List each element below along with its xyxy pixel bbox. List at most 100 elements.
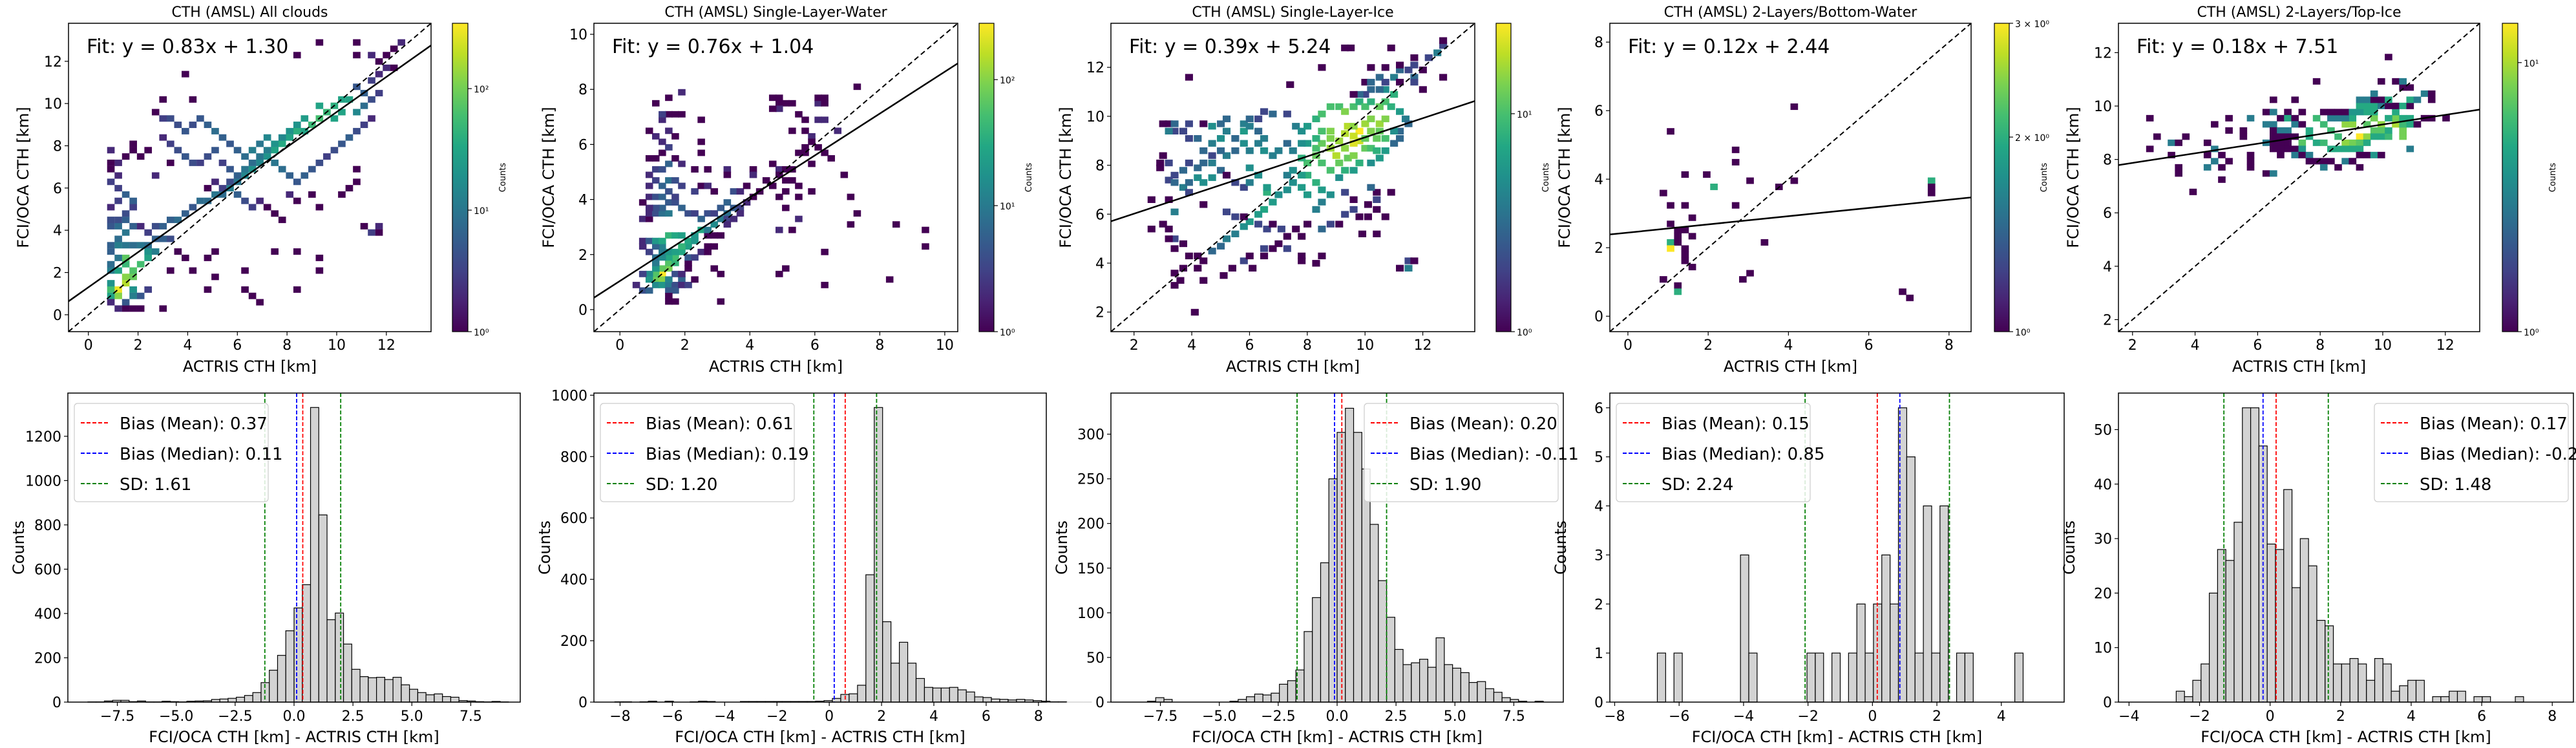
heatmap-cell [665, 232, 673, 239]
x-tick-label: 2 [1130, 337, 1139, 354]
heatmap-cell [671, 248, 679, 255]
heatmap-cell [196, 197, 204, 204]
heatmap-cell [665, 199, 673, 206]
y-tick-label: 6 [1095, 207, 1104, 223]
histogram-bar [1656, 652, 1666, 703]
x-tick-label: 5.0 [401, 709, 423, 725]
heatmap-cell [1165, 120, 1173, 127]
legend-label: SD: 1.20 [646, 475, 717, 495]
heatmap-cell [1304, 191, 1312, 198]
legend-label: SD: 1.90 [1409, 475, 1481, 495]
heatmap-cell [2319, 158, 2328, 165]
heatmap-cell [129, 267, 137, 274]
heatmap-cell [762, 177, 770, 184]
heatmap-cell [218, 159, 227, 166]
heatmap-cell [1249, 264, 1257, 272]
histogram-bar [924, 687, 933, 703]
y-tick-label: 2 [1594, 240, 1603, 257]
histogram-bar [1336, 432, 1346, 703]
heatmap-cell [1341, 145, 1349, 152]
heatmap-cell [1667, 202, 1674, 209]
histogram-bar [1906, 456, 1916, 703]
histogram-bar [409, 689, 419, 703]
heatmap-cell [659, 210, 666, 217]
histogram-bar [1832, 652, 1841, 703]
heatmap-cell [1674, 239, 1682, 246]
histogram-bar [1848, 652, 1857, 703]
heatmap-cell [114, 267, 122, 274]
heatmap-cell [2305, 133, 2314, 140]
y-tick-label: 4 [1095, 256, 1104, 272]
histogram-bar [326, 619, 336, 703]
panel-title: CTH (AMSL) All clouds [171, 5, 328, 21]
histogram-bar [1485, 688, 1495, 703]
heatmap-cell [678, 160, 686, 167]
colorbar-tick-label: 3 × 10⁰ [2015, 19, 2049, 30]
heatmap-cell [2399, 121, 2407, 128]
heatmap-cell [671, 133, 679, 140]
y-tick-label: 0 [1095, 695, 1104, 711]
heatmap-cell [1396, 127, 1404, 134]
x-tick-label: 5.0 [1444, 709, 1466, 725]
heatmap-cell [1387, 103, 1395, 111]
heatmap-cell [2420, 90, 2429, 97]
histogram-bar [2382, 663, 2392, 703]
histogram-bar [2440, 696, 2450, 703]
heatmap-cell [678, 204, 686, 211]
colorbar-tick-label: 10⁰ [474, 328, 489, 338]
heatmap-cell [2349, 109, 2357, 116]
x-tick-label: 7.5 [459, 709, 482, 725]
heatmap-cell [2370, 151, 2378, 158]
heatmap-cell [248, 292, 257, 299]
histogram-bar [2283, 489, 2293, 703]
heatmap-cell [710, 210, 719, 217]
heatmap-cell [665, 188, 673, 195]
heatmap-cell [775, 166, 783, 173]
heatmap-cell [795, 111, 803, 118]
histogram-bar [1262, 694, 1272, 703]
heatmap-cell [665, 276, 673, 283]
colorbar-label: Counts [2548, 163, 2558, 193]
heatmap-cell [814, 100, 822, 107]
heatmap-cell [1185, 252, 1193, 260]
heatmap-cell [1185, 120, 1193, 127]
heatmap-cell [2363, 109, 2371, 116]
heatmap-cell [1349, 91, 1358, 98]
heatmap-cell [1292, 226, 1300, 233]
heatmap-cell [1410, 61, 1419, 69]
heatmap-cell [1927, 184, 1936, 191]
heatmap-cell [2399, 78, 2407, 85]
heatmap-cell [271, 248, 279, 255]
heatmap-cell [2427, 90, 2436, 97]
heatmap-cell [2270, 121, 2277, 128]
heatmap-cell [659, 193, 666, 200]
heatmap-cell [1283, 171, 1291, 179]
heatmap-cell [1335, 103, 1344, 111]
heatmap-cell [375, 222, 383, 230]
heatmap-cell [2399, 127, 2407, 134]
heatmap-cell [2341, 114, 2349, 122]
colorbar-tick-label: 10¹ [1517, 110, 1532, 120]
heatmap-cell [1710, 184, 1718, 191]
heatmap-cell [2334, 145, 2342, 153]
histogram-bar [949, 687, 958, 703]
heatmap-cell [1424, 54, 1433, 61]
heatmap-cell [129, 222, 137, 230]
y-tick-label: 8 [1095, 158, 1104, 175]
heatmap-cell [2262, 109, 2270, 116]
histogram-bar [1956, 652, 1966, 703]
heatmap-cell [1390, 127, 1399, 134]
heatmap-cell [226, 178, 234, 186]
heatmap-cell [1375, 155, 1384, 162]
heatmap-cell [360, 222, 368, 230]
histogram-bar [1361, 468, 1371, 703]
heatmap-cell [1147, 196, 1156, 203]
histogram-panel-hist-2l-bw: −8 −6 −4 −2 0 2 4 0 1 2 3 4 5 6 FCI/OCA CTH [km] - ACT… [1552, 392, 2065, 746]
heatmap-cell [2153, 133, 2161, 140]
heatmap-cell [1240, 184, 1248, 191]
heatmap-cell [1355, 159, 1364, 167]
heatmap-cell [271, 140, 279, 147]
y-tick-label: 600 [34, 562, 61, 578]
heatmap-cell [293, 178, 301, 186]
